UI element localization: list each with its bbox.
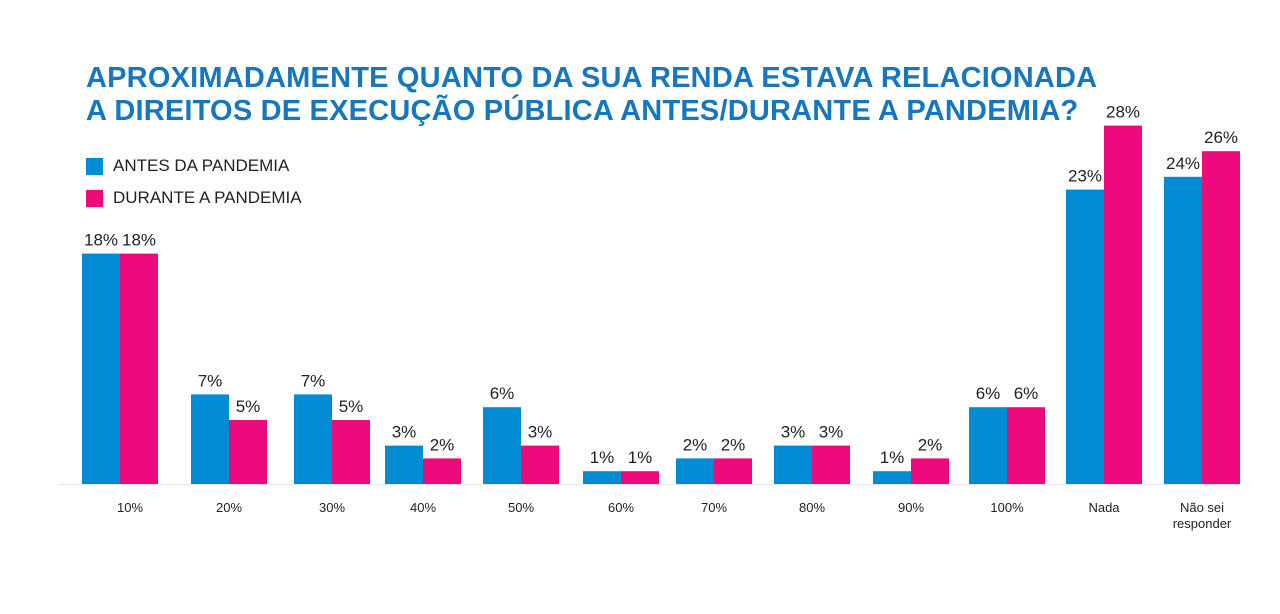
data-label-antes-9: 6% bbox=[976, 384, 1001, 403]
bar-durante-5 bbox=[621, 471, 659, 484]
category-label-1: 20% bbox=[216, 500, 242, 515]
data-label-antes-1: 7% bbox=[198, 371, 223, 390]
category-label-5: 60% bbox=[608, 500, 634, 515]
data-label-antes-5: 1% bbox=[590, 448, 615, 467]
data-label-durante-0: 18% bbox=[122, 231, 156, 250]
chart-title: APROXIMADAMENTE QUANTO DA SUA RENDA ESTA… bbox=[86, 62, 1097, 128]
bar-durante-1 bbox=[229, 420, 267, 484]
legend-swatch-antes bbox=[86, 157, 103, 175]
data-label-durante-8: 2% bbox=[918, 435, 943, 454]
bar-antes-9 bbox=[969, 407, 1007, 484]
bar-durante-6 bbox=[714, 458, 752, 484]
data-label-durante-5: 1% bbox=[628, 448, 653, 467]
category-label-9: 100% bbox=[990, 500, 1024, 515]
data-label-antes-11: 24% bbox=[1166, 154, 1200, 173]
bar-durante-8 bbox=[911, 458, 949, 484]
bar-durante-0 bbox=[120, 253, 158, 484]
category-label-10: Nada bbox=[1088, 500, 1120, 515]
data-label-durante-2: 5% bbox=[339, 397, 364, 416]
bar-antes-2 bbox=[294, 394, 332, 484]
bar-antes-4 bbox=[483, 407, 521, 484]
bar-durante-2 bbox=[332, 420, 370, 484]
data-label-antes-4: 6% bbox=[490, 384, 515, 403]
bar-antes-1 bbox=[191, 394, 229, 484]
data-label-antes-2: 7% bbox=[301, 371, 326, 390]
data-label-antes-8: 1% bbox=[880, 448, 905, 467]
data-label-durante-9: 6% bbox=[1014, 384, 1039, 403]
legend: ANTES DA PANDEMIA DURANTE A PANDEMIA bbox=[86, 150, 302, 214]
data-label-durante-7: 3% bbox=[819, 423, 844, 442]
category-label-8: 90% bbox=[898, 500, 924, 515]
category-label-4: 50% bbox=[508, 500, 534, 515]
category-label-7: 80% bbox=[799, 500, 825, 515]
bar-durante-9 bbox=[1007, 407, 1045, 484]
category-label-6: 70% bbox=[701, 500, 727, 515]
legend-label-durante: DURANTE A PANDEMIA bbox=[113, 188, 302, 207]
bar-antes-0 bbox=[82, 253, 120, 484]
category-label-11: Não sei responder bbox=[1173, 500, 1232, 531]
bar-antes-3 bbox=[385, 445, 423, 484]
chart-title-line-1: APROXIMADAMENTE QUANTO DA SUA RENDA ESTA… bbox=[86, 62, 1098, 94]
data-label-durante-11: 26% bbox=[1204, 128, 1238, 147]
data-label-antes-3: 3% bbox=[392, 423, 417, 442]
data-label-antes-6: 2% bbox=[683, 435, 708, 454]
legend-label-antes: ANTES DA PANDEMIA bbox=[113, 156, 290, 175]
bar-antes-7 bbox=[774, 445, 812, 484]
bar-durante-4 bbox=[521, 445, 559, 484]
chart-title-line-2: A DIREITOS DE EXECUÇÃO PÚBLICA ANTES/DUR… bbox=[86, 95, 1079, 127]
data-label-durante-1: 5% bbox=[236, 397, 261, 416]
bar-durante-11 bbox=[1202, 151, 1240, 484]
legend-item-durante: DURANTE A PANDEMIA bbox=[86, 182, 302, 214]
bar-antes-8 bbox=[873, 471, 911, 484]
bar-antes-6 bbox=[676, 458, 714, 484]
bar-antes-10 bbox=[1066, 189, 1104, 484]
bar-antes-5 bbox=[583, 471, 621, 484]
data-label-durante-6: 2% bbox=[721, 435, 746, 454]
legend-item-antes: ANTES DA PANDEMIA bbox=[86, 150, 302, 182]
data-label-durante-4: 3% bbox=[528, 423, 553, 442]
category-label-3: 40% bbox=[410, 500, 436, 515]
bar-durante-7 bbox=[812, 445, 850, 484]
legend-swatch-durante bbox=[86, 189, 103, 207]
data-label-antes-0: 18% bbox=[84, 231, 118, 250]
bar-durante-3 bbox=[423, 458, 461, 484]
data-label-durante-10: 28% bbox=[1106, 103, 1140, 122]
bar-antes-11 bbox=[1164, 176, 1202, 485]
data-label-durante-3: 2% bbox=[430, 435, 455, 454]
category-label-2: 30% bbox=[319, 500, 345, 515]
bar-durante-10 bbox=[1104, 125, 1142, 484]
data-label-antes-7: 3% bbox=[781, 423, 806, 442]
data-label-antes-10: 23% bbox=[1068, 167, 1102, 186]
category-label-0: 10% bbox=[117, 500, 143, 515]
